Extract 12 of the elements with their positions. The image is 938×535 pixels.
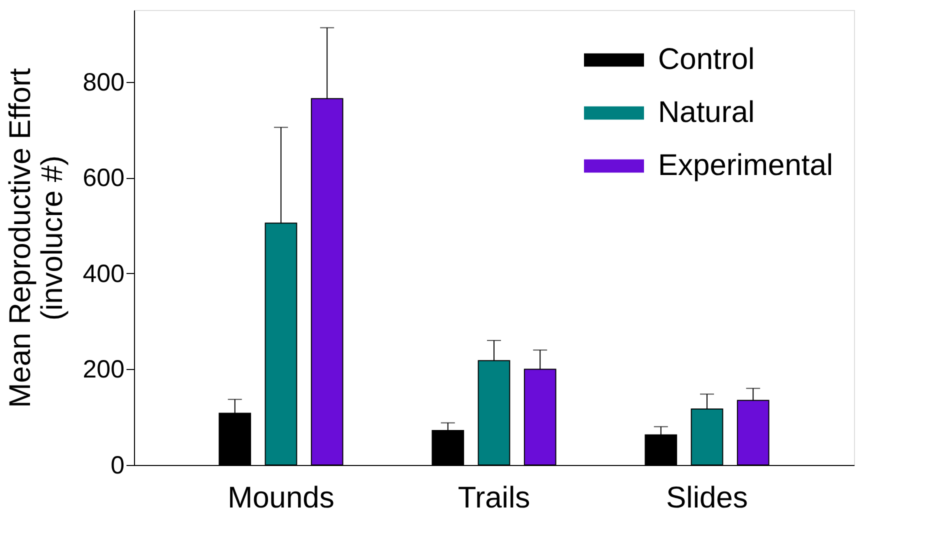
y-tick-label: 200 bbox=[82, 356, 124, 384]
legend-label: Natural bbox=[658, 96, 755, 129]
y-axis-title: Mean Reproductive Effort (involucre #) bbox=[4, 68, 69, 408]
legend-label: Experimental bbox=[658, 149, 834, 182]
y-tick-label: 400 bbox=[82, 260, 124, 288]
x-tick-label: Trails bbox=[458, 482, 530, 514]
y-tick-label: 800 bbox=[82, 68, 124, 96]
y-tick-label: 0 bbox=[110, 452, 124, 480]
y-tick-label: 600 bbox=[82, 164, 124, 192]
x-tick-label: Slides bbox=[666, 482, 748, 514]
x-tick-label: Mounds bbox=[228, 482, 334, 514]
legend-label: Control bbox=[658, 43, 755, 76]
